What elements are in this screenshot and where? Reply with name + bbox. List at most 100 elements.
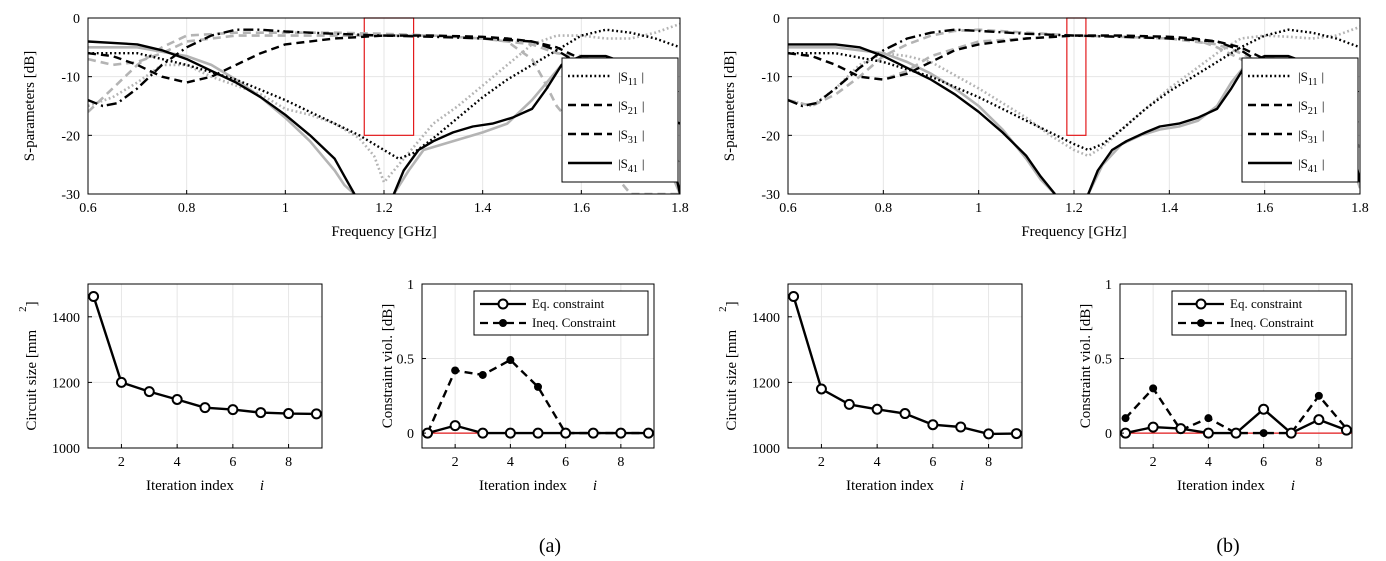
y-tick-label: -30 [761, 188, 780, 203]
x-tick-label: 6 [929, 455, 936, 470]
legend-label: Ineq. Constraint [532, 315, 616, 330]
x-tick-label: 8 [985, 455, 992, 470]
x-tick-label: 2 [818, 455, 825, 470]
x-tick-label: 8 [285, 455, 292, 470]
data-point-open [199, 402, 211, 414]
y-tick-label: -20 [761, 129, 780, 144]
x-axis-symbol: i [593, 478, 597, 494]
x-axis-label: Iteration index i [479, 478, 597, 494]
y-tick-label: 1000 [752, 442, 780, 457]
data-point-open [899, 408, 911, 420]
legend-suffix: | [1321, 69, 1324, 84]
y-tick-label: 0 [73, 12, 80, 27]
x-tick-label: 1.2 [375, 201, 393, 216]
data-point-open [1147, 421, 1159, 433]
data-point-open [532, 427, 544, 439]
data-point-open [227, 404, 239, 416]
x-axis-label: Iteration index i [1177, 478, 1295, 494]
y-axis-label-suffix: ] [24, 301, 40, 306]
data-point-open [477, 427, 489, 439]
plot-area [92, 296, 317, 416]
data-point-open [1230, 427, 1242, 439]
data-point-open [815, 383, 827, 395]
data-point-open [1285, 427, 1297, 439]
x-axis-symbol: i [260, 478, 264, 494]
x-tick-label: 6 [562, 455, 569, 470]
legend-suffix: | [1322, 98, 1325, 113]
x-tick-label: 1 [975, 201, 982, 216]
y-axis-unit-exponent: 2 [717, 306, 729, 312]
x-tick-label: 4 [1205, 455, 1212, 470]
data-point-open [1175, 423, 1187, 435]
y-tick-label: 0 [407, 427, 414, 442]
plot-area [426, 358, 649, 435]
data-point-open [642, 427, 654, 439]
data-point-open [143, 386, 155, 398]
axes-frame [787, 283, 1023, 449]
x-tick-label: 1.2 [1065, 201, 1083, 216]
data-point-open [587, 427, 599, 439]
x-tick-label: 6 [229, 455, 236, 470]
x-tick-label: 0.6 [79, 201, 97, 216]
data-point-open [255, 407, 267, 419]
data-point-open [504, 427, 516, 439]
data-point-open [115, 376, 127, 388]
y-tick-label: 1 [1105, 278, 1112, 293]
data-point-open [283, 408, 295, 420]
y-tick-label: 0 [1105, 427, 1112, 442]
data-point-open [560, 427, 572, 439]
legend-marker [1195, 298, 1207, 310]
x-axis-label: Iteration index i [146, 478, 264, 494]
series-line-8 [788, 43, 1056, 194]
x-tick-label: 8 [1315, 455, 1322, 470]
axes-frame [1119, 283, 1353, 449]
data-point-open [983, 428, 995, 440]
legend-suffix: | [642, 156, 645, 171]
legend-marker [1197, 319, 1205, 327]
y-axis-label: Constraint viol. [dB] [380, 304, 396, 429]
x-tick-label: 1.6 [573, 201, 591, 216]
legend-marker [499, 319, 507, 327]
y-tick-label: 1400 [52, 311, 80, 326]
x-tick-label: 4 [174, 455, 181, 470]
series-line-3 [88, 45, 356, 194]
chart-b-viol: 2 4 6 8 0 0.5 1 Iteration index i Constraint viol… [1078, 278, 1353, 494]
x-tick-label: 2 [118, 455, 125, 470]
data-point-filled [1204, 414, 1213, 423]
legend-box [473, 290, 649, 336]
series-line-3 [788, 45, 1056, 194]
x-axis-label: Iteration index i [846, 478, 964, 494]
x-tick-label: 2 [452, 455, 459, 470]
legend-suffix: | [642, 127, 645, 142]
data-point-open [1313, 414, 1325, 426]
plot-area [1124, 387, 1348, 435]
data-point-open [1010, 428, 1022, 440]
legend-subscript: 31 [628, 135, 638, 146]
x-axis-symbol: i [960, 478, 964, 494]
data-point-open [171, 393, 183, 405]
legend-suffix: | [1322, 127, 1325, 142]
data-point-open [1202, 427, 1214, 439]
y-tick-label: 1 [407, 278, 414, 293]
panel-label-a: (a) [539, 535, 561, 557]
series-line-5 [788, 28, 1360, 152]
data-point-open [615, 427, 627, 439]
data-point-filled [478, 370, 487, 379]
panel-label-b: (b) [1216, 535, 1239, 557]
data-point-filled [1121, 414, 1130, 423]
data-point-open [449, 420, 461, 432]
x-tick-label: 0.8 [178, 201, 196, 216]
x-axis-label: Frequency [GHz] [1021, 224, 1126, 240]
series-line-0 [92, 296, 317, 416]
x-tick-label: 4 [507, 455, 514, 470]
legend-suffix: | [642, 98, 645, 113]
data-point-filled [1149, 384, 1158, 393]
x-tick-label: 1.6 [1256, 201, 1274, 216]
x-tick-label: 0.6 [779, 201, 797, 216]
x-tick-label: 2 [1150, 455, 1157, 470]
x-tick-label: 1.4 [1161, 201, 1179, 216]
legend-label: Eq. constraint [532, 296, 605, 311]
y-tick-label: 1200 [752, 376, 780, 391]
axes-frame [87, 283, 323, 449]
